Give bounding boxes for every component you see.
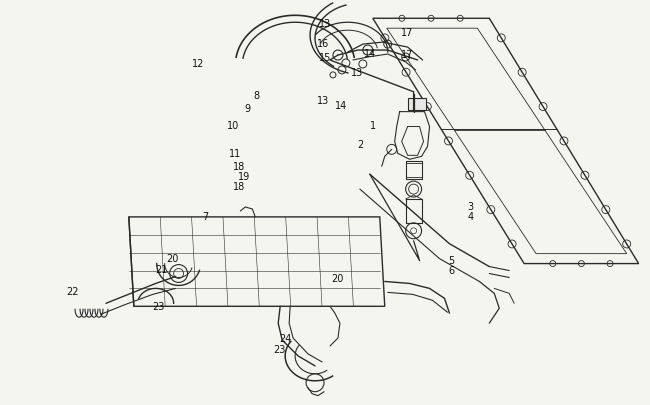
Text: 8: 8	[254, 91, 260, 101]
Text: 22: 22	[66, 286, 79, 296]
Text: 5: 5	[448, 256, 454, 266]
Text: 3: 3	[467, 202, 473, 211]
Text: 1: 1	[370, 121, 376, 131]
Text: 15: 15	[318, 53, 331, 63]
Text: 7: 7	[202, 211, 208, 222]
Text: 14: 14	[335, 101, 347, 111]
Text: 4: 4	[467, 211, 473, 222]
Text: 18: 18	[233, 181, 245, 192]
Text: 13: 13	[317, 96, 330, 106]
Text: 18: 18	[233, 161, 245, 171]
Text: 20: 20	[166, 253, 179, 263]
Text: 2: 2	[358, 139, 363, 149]
Text: 13: 13	[318, 19, 331, 28]
Text: 24: 24	[280, 333, 292, 343]
Text: 16: 16	[317, 38, 329, 49]
Text: 6: 6	[448, 265, 454, 275]
Text: 17: 17	[401, 28, 414, 38]
Text: 17: 17	[401, 49, 414, 60]
Text: 14: 14	[364, 49, 376, 59]
Text: 20: 20	[332, 273, 344, 283]
Text: 23: 23	[273, 344, 285, 354]
FancyBboxPatch shape	[408, 98, 426, 111]
Text: 11: 11	[229, 149, 241, 158]
Text: 19: 19	[238, 171, 250, 181]
Text: 10: 10	[227, 120, 239, 130]
Text: 23: 23	[152, 301, 164, 311]
Text: 12: 12	[192, 59, 205, 69]
Text: 13: 13	[351, 68, 363, 78]
Text: 9: 9	[244, 104, 250, 114]
Text: 21: 21	[155, 264, 167, 274]
